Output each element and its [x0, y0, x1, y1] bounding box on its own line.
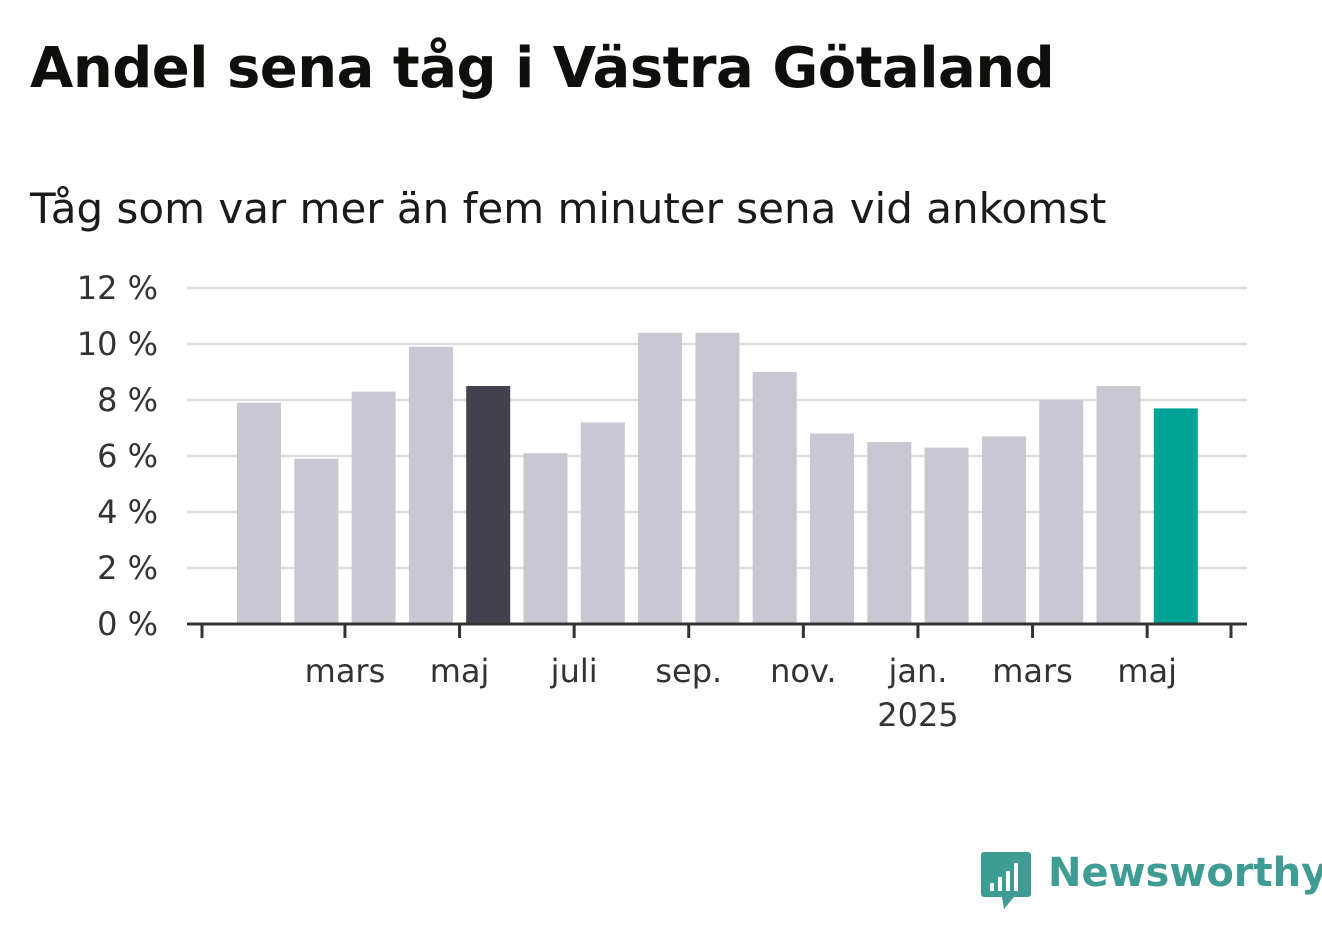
x-axis-tick-labels: mars maj juli sep. nov. jan. 2025 mars maj	[305, 652, 1177, 734]
bar	[924, 447, 969, 624]
bars	[237, 332, 1198, 624]
bar	[638, 332, 683, 624]
bar	[351, 391, 396, 624]
x-tick-label: sep.	[655, 652, 722, 690]
x-tick-label: nov.	[770, 652, 836, 690]
bar	[408, 346, 453, 624]
newsworthy-chat-bar-icon	[981, 852, 1031, 909]
y-tick-label: 12 %	[77, 269, 158, 307]
bar	[695, 332, 740, 624]
y-tick-label: 0 %	[97, 605, 158, 643]
y-tick-label: 2 %	[97, 549, 158, 587]
bar	[523, 453, 568, 624]
bar	[466, 386, 511, 624]
y-tick-label: 6 %	[97, 437, 158, 475]
bar	[981, 436, 1026, 624]
x-tick-label: maj	[430, 652, 490, 690]
y-tick-label: 8 %	[97, 381, 158, 419]
bar	[1096, 386, 1141, 624]
y-axis-tick-labels: 0 % 2 % 4 % 6 % 8 % 10 % 12 %	[77, 269, 158, 643]
x-axis	[187, 622, 1247, 638]
bar	[1039, 400, 1084, 624]
bar	[867, 442, 912, 624]
bar	[237, 402, 281, 624]
x-tick-label: mars	[305, 652, 386, 690]
bar	[1153, 408, 1198, 624]
x-tick-label: maj	[1117, 652, 1177, 690]
x-tick-year-label: 2025	[877, 696, 958, 734]
x-tick-label: jan.	[887, 652, 947, 690]
y-tick-label: 4 %	[97, 493, 158, 531]
brand-name: Newsworthy	[1048, 850, 1322, 896]
y-tick-label: 10 %	[77, 325, 158, 363]
chart-title: Andel sena tåg i Västra Götaland	[30, 36, 1055, 101]
bar	[810, 433, 854, 624]
x-tick-label: juli	[550, 652, 598, 690]
bar	[752, 372, 797, 624]
chart-subtitle: Tåg som var mer än fem minuter sena vid …	[30, 184, 1107, 233]
newsworthy-logo: Newsworthy	[980, 848, 1322, 912]
bar	[580, 422, 625, 624]
x-tick-label: mars	[992, 652, 1073, 690]
bar	[294, 458, 339, 624]
